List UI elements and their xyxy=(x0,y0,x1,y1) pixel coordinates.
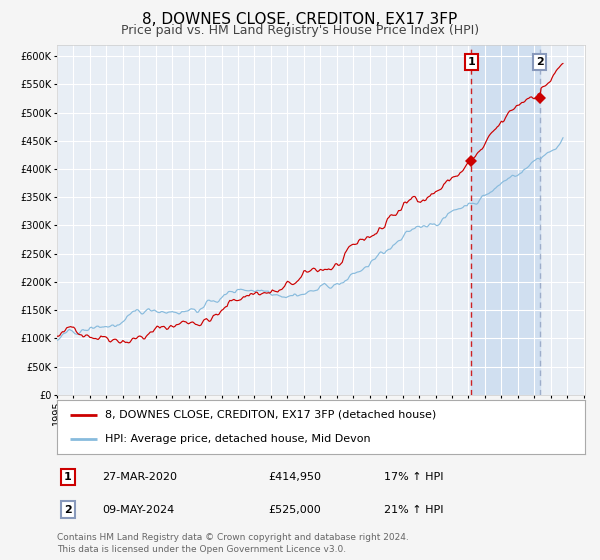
Bar xyxy=(471,45,540,395)
Text: £414,950: £414,950 xyxy=(268,472,321,482)
Text: 09-MAY-2024: 09-MAY-2024 xyxy=(102,505,174,515)
Text: 1: 1 xyxy=(64,472,71,482)
Text: Contains HM Land Registry data © Crown copyright and database right 2024.
This d: Contains HM Land Registry data © Crown c… xyxy=(57,533,409,554)
Text: 17% ↑ HPI: 17% ↑ HPI xyxy=(385,472,444,482)
Text: 8, DOWNES CLOSE, CREDITON, EX17 3FP (detached house): 8, DOWNES CLOSE, CREDITON, EX17 3FP (det… xyxy=(104,410,436,420)
Text: HPI: Average price, detached house, Mid Devon: HPI: Average price, detached house, Mid … xyxy=(104,434,370,444)
Text: 8, DOWNES CLOSE, CREDITON, EX17 3FP: 8, DOWNES CLOSE, CREDITON, EX17 3FP xyxy=(142,12,458,27)
Text: Price paid vs. HM Land Registry's House Price Index (HPI): Price paid vs. HM Land Registry's House … xyxy=(121,24,479,37)
Text: 21% ↑ HPI: 21% ↑ HPI xyxy=(385,505,444,515)
Text: 2: 2 xyxy=(536,57,544,67)
Text: £525,000: £525,000 xyxy=(268,505,321,515)
Text: 1: 1 xyxy=(467,57,475,67)
Text: 2: 2 xyxy=(64,505,71,515)
Text: 27-MAR-2020: 27-MAR-2020 xyxy=(102,472,177,482)
